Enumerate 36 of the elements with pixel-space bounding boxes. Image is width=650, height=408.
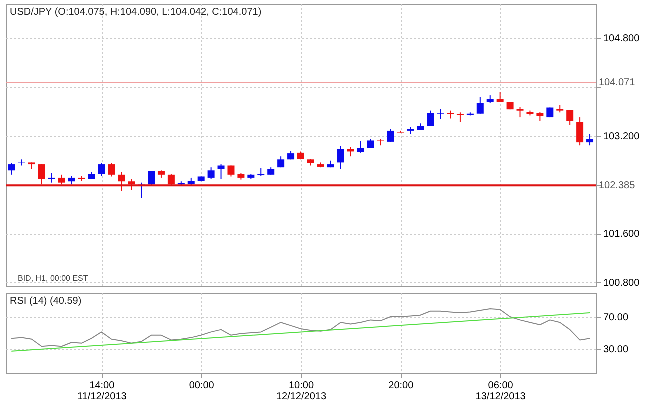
x-tick-label: 00:00 [189, 380, 215, 392]
annotation: BID, H1, 00:00 EST [18, 274, 88, 283]
candlestick [496, 92, 504, 103]
candlestick [108, 162, 116, 178]
candlestick [8, 162, 16, 176]
ref-line-label: 104.071 [599, 78, 636, 89]
x-tick-label: 20:00 [388, 380, 414, 392]
candlestick [387, 128, 394, 142]
chart-title: USD/JPY (O:104.075, H:104.090, L:104.042, C:104.071) [10, 7, 262, 18]
x-tick-label: 06:00 13/12/2013 [476, 380, 526, 402]
y-tick-label: 100.800 [604, 278, 640, 289]
y-tick-label: 104.800 [604, 34, 640, 45]
candlestick [148, 170, 156, 186]
candlestick [576, 117, 584, 146]
candlestick [476, 96, 484, 114]
x-tick-label: 14:00 11/12/2013 [78, 380, 128, 402]
y-tick-label: 30.00 [604, 344, 629, 356]
candlestick [208, 167, 215, 180]
candlestick [337, 146, 344, 170]
candlestick [536, 112, 544, 122]
candlestick [118, 172, 126, 192]
candlestick [516, 106, 524, 118]
candlestick [98, 162, 106, 177]
chart-title: RSI (14) (40.59) [10, 296, 82, 307]
y-tick-label: 101.600 [604, 229, 640, 240]
candlestick [58, 174, 66, 186]
candlestick [218, 164, 225, 180]
candlestick [357, 140, 364, 154]
y-tick-label: 103.200 [604, 131, 640, 142]
candlestick [427, 110, 434, 127]
x-tick-label: 10:00 12/12/2013 [276, 380, 327, 402]
candlestick [586, 134, 594, 146]
candlestick [566, 110, 574, 126]
ref-line-label: 102.385 [599, 180, 636, 192]
candlestick [38, 164, 46, 186]
y-tick-label: 70.00 [604, 312, 629, 324]
